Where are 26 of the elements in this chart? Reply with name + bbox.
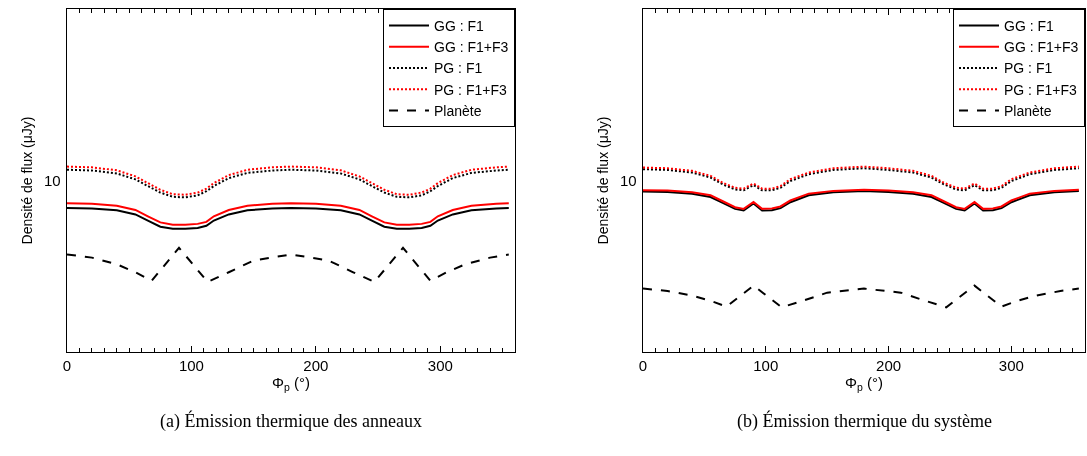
legend-label: PG : F1+F3 [1004,81,1077,98]
text: 10 [44,172,61,189]
legend-label: GG : F1 [1004,18,1054,35]
x-tick-label: 100 [753,357,779,374]
text: 10 [620,172,637,189]
legend-label: Planète [434,102,482,119]
x-axis-title: Φ$_{p}$ (°) [845,374,883,394]
x-tick-label: 0 [638,357,648,374]
x-tick-label: 300 [998,357,1024,374]
legend-label: GG : F1+F3 [1004,39,1079,56]
legend-label: GG : F1+F3 [434,39,509,56]
x-tick-label: 200 [876,357,902,374]
x-tick-label: 0 [62,357,72,374]
x-tick-label: 200 [303,357,329,374]
text: (b) Émission thermique du système [737,410,992,432]
x-tick-label: 300 [427,357,453,374]
legend-label: Planète [1004,102,1052,119]
legend-label: PG : F1+F3 [434,81,507,98]
legend-label: PG : F1 [434,60,483,77]
legend-label: GG : F1 [434,18,484,35]
legend-label: PG : F1 [1004,60,1053,77]
x-tick-label: 100 [178,357,204,374]
y-axis-title: Densité de flux (μJy) [18,116,35,245]
y-axis-title: Densité de flux (μJy) [594,116,611,245]
x-axis-title: Φ$_{p}$ (°) [272,374,310,394]
text: (a) Émission thermique des anneaux [160,410,422,432]
